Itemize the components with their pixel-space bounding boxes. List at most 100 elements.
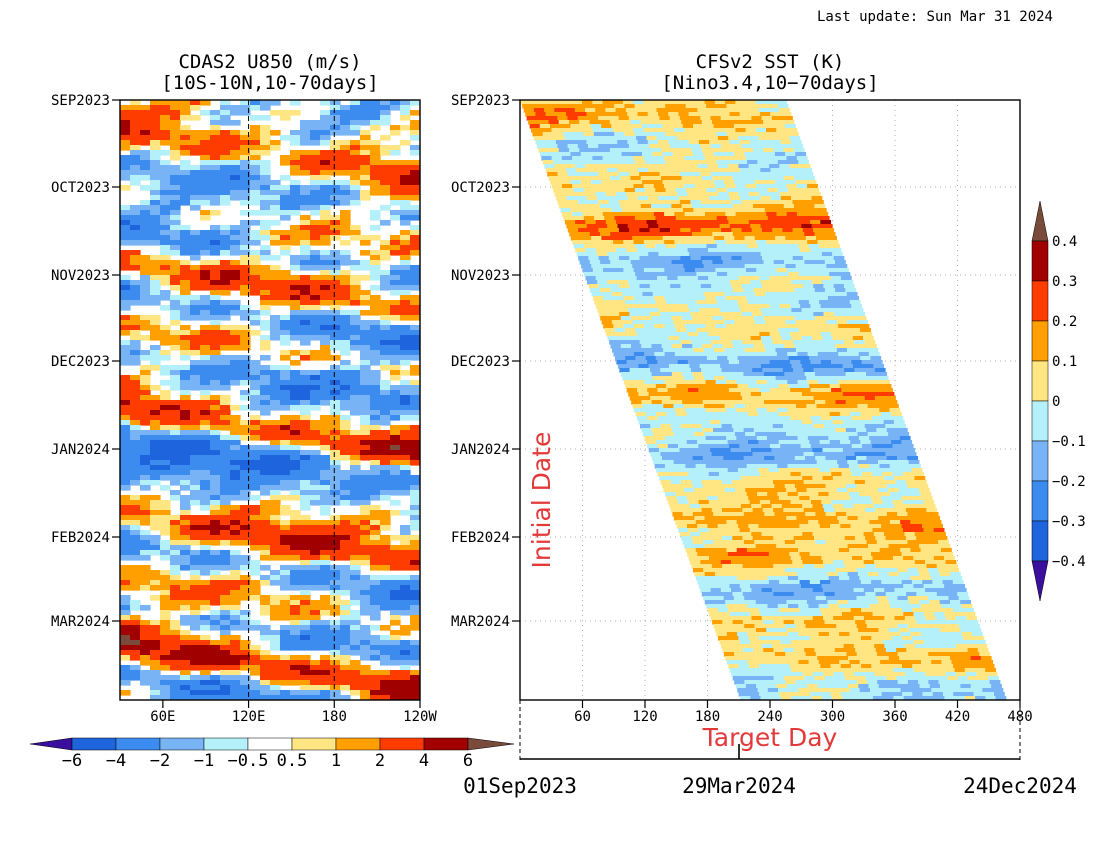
u850-cell	[150, 670, 161, 676]
u850-cell	[170, 580, 181, 586]
sst-cell	[656, 192, 668, 197]
sst-cell	[674, 184, 685, 189]
u850-cell	[160, 305, 171, 311]
u850-cell	[330, 650, 341, 656]
sst-cell	[585, 248, 597, 253]
sst-cell	[547, 144, 558, 149]
u850-cell	[410, 415, 420, 421]
u850-cell	[360, 625, 371, 631]
u850-cell	[190, 465, 201, 471]
sst-cell	[847, 348, 858, 353]
sst-cell	[711, 396, 723, 401]
u850-cell	[400, 665, 411, 671]
sst-cell	[737, 272, 749, 277]
u850-cell	[370, 575, 381, 581]
u850-cell	[190, 565, 201, 571]
u850-cell	[360, 350, 371, 356]
sst-cell	[783, 176, 795, 181]
sst-cell	[827, 324, 839, 329]
u850-cell	[280, 110, 291, 116]
sst-cell	[749, 332, 760, 337]
u850-cell	[400, 660, 411, 666]
u850-cell	[150, 290, 161, 296]
sst-cell	[788, 216, 799, 221]
u850-cell	[320, 435, 331, 441]
u850-cell	[150, 235, 161, 241]
u850-cell	[330, 345, 341, 351]
u850-cell	[210, 655, 221, 661]
sst-cell	[789, 276, 801, 281]
sst-cell	[879, 380, 890, 385]
sst-cell	[652, 320, 664, 325]
u850-cell	[300, 250, 311, 256]
sst-cell	[801, 280, 813, 285]
u850-cell	[410, 190, 420, 196]
u850-cell	[290, 150, 301, 156]
u850-cell	[200, 100, 211, 106]
u850-cell	[170, 200, 181, 206]
sst-cell	[788, 300, 800, 305]
u850-cell	[340, 295, 351, 301]
sst-cell	[611, 124, 623, 129]
sst-cell	[593, 160, 605, 165]
sst-cell	[576, 140, 588, 145]
sst-cell	[564, 136, 576, 141]
u850-cell	[250, 455, 261, 461]
u850-cell	[160, 225, 171, 231]
u850-cell	[260, 445, 271, 451]
u850-cell	[150, 265, 161, 271]
sst-cell	[772, 228, 783, 233]
u850-cell	[130, 385, 141, 391]
sst-cell	[739, 140, 751, 145]
u850-cell	[120, 325, 131, 331]
sst-cell	[681, 288, 693, 293]
u850-cell	[150, 115, 161, 121]
u850-cell	[140, 500, 151, 506]
sst-cell	[621, 124, 633, 129]
u850-cell	[330, 255, 341, 261]
sst-cell	[595, 220, 607, 225]
u850-cell	[360, 680, 371, 686]
u850-cell	[270, 570, 281, 576]
sst-cell	[572, 156, 583, 161]
u850-cell	[170, 640, 181, 646]
u850-cell	[270, 235, 281, 241]
u850-cell	[330, 565, 341, 571]
sst-cell	[734, 208, 745, 213]
u850-cell	[340, 105, 351, 111]
u850-cell	[130, 655, 141, 661]
sst-cell	[852, 336, 864, 341]
sst-cell	[699, 336, 711, 341]
sst-cell	[632, 292, 644, 297]
sst-cell	[648, 392, 660, 397]
u850-cell	[200, 645, 211, 651]
u850-cell	[260, 680, 271, 686]
u850-cell	[180, 485, 191, 491]
u850-cell	[240, 695, 251, 700]
u850-cell	[240, 220, 251, 226]
sst-cell	[703, 320, 715, 325]
u850-cell	[210, 155, 221, 161]
u850-cell	[400, 470, 411, 476]
sst-cell	[823, 340, 835, 345]
u850-cell	[120, 430, 131, 436]
u850-cell	[230, 235, 241, 241]
u850-cell	[200, 605, 211, 611]
u850-cell	[180, 520, 191, 526]
u850-cell	[170, 100, 181, 106]
sst-cell	[613, 268, 624, 273]
u850-cell	[370, 675, 381, 681]
sst-cell	[620, 204, 632, 209]
u850-cell	[270, 495, 281, 501]
sst-cell	[610, 260, 622, 265]
u850-cell	[180, 355, 191, 361]
sst-cell	[735, 240, 747, 245]
sst-cell	[795, 348, 807, 353]
sst-cell	[601, 320, 613, 325]
sst-cell	[715, 184, 726, 189]
sst-cell	[691, 148, 703, 153]
sst-cell	[698, 140, 710, 145]
u850-cell	[250, 315, 261, 321]
u850-cell	[260, 115, 271, 121]
sst-cell	[832, 280, 843, 285]
